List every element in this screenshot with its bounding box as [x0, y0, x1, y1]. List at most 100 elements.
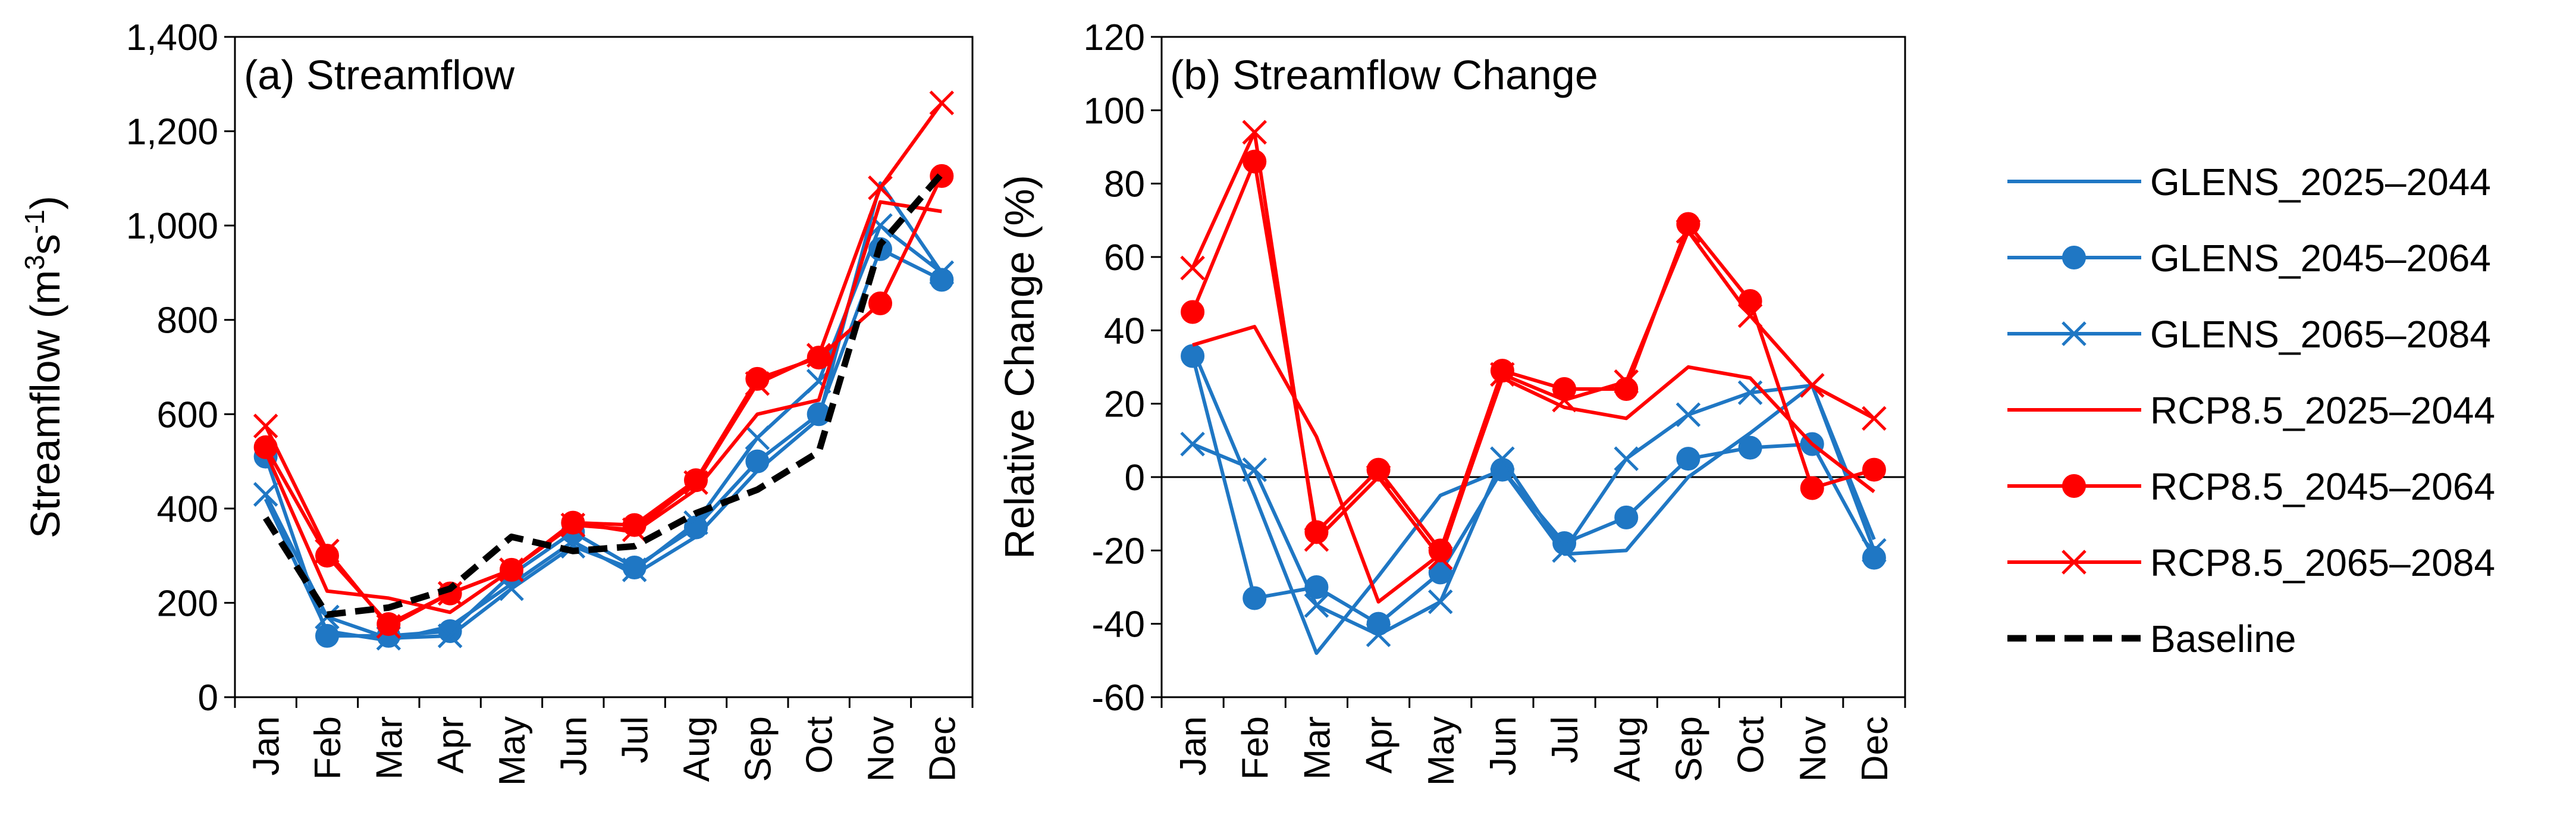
series-line — [263, 102, 943, 629]
series-line — [263, 171, 945, 618]
data-point — [1676, 447, 1700, 471]
data-point — [1676, 219, 1701, 244]
x-tick-label: Jun — [1483, 716, 1524, 776]
data-point — [253, 413, 278, 438]
data-point — [1490, 362, 1515, 387]
y-tick-label: 200 — [157, 583, 218, 624]
x-tick-label: Sep — [1668, 716, 1709, 782]
data-point — [560, 512, 586, 538]
y-tick-label: -40 — [1091, 604, 1145, 645]
y-tick-label: 60 — [1104, 237, 1145, 278]
series-glens_2025 — [1191, 347, 1876, 655]
data-point — [1800, 476, 1824, 500]
data-point — [622, 555, 647, 579]
x-tick-label: Mar — [369, 716, 410, 780]
y-tick-label: 0 — [198, 678, 218, 719]
data-point — [1242, 457, 1267, 482]
legend-label: GLENS_2025–2044 — [2150, 161, 2491, 203]
data-point — [868, 213, 893, 238]
x-tick-label: Jul — [615, 716, 656, 763]
legend-entry-glens_2045: GLENS_2045–2064 — [2007, 237, 2491, 280]
data-point — [1242, 586, 1267, 610]
data-point — [560, 534, 586, 559]
data-point — [437, 623, 463, 648]
y-axis-title: Relative Change (%) — [996, 175, 1043, 559]
legend-label: GLENS_2045–2064 — [2150, 237, 2491, 280]
streamflow-chart: 0 200 400 600 800 1,000 1,200 1,400 Jan Feb Mar Ap… — [19, 17, 974, 786]
data-point — [1181, 300, 1205, 324]
data-point — [1242, 120, 1267, 145]
data-point — [929, 90, 955, 115]
data-point — [1490, 446, 1515, 471]
y-tick-label: 400 — [157, 489, 218, 530]
data-point — [683, 510, 708, 535]
data-point — [437, 581, 463, 606]
data-point — [1180, 255, 1205, 281]
x-tick-label: Apr — [1359, 716, 1400, 773]
data-point — [622, 557, 647, 582]
series-line — [1191, 347, 1876, 655]
data-point — [622, 517, 647, 543]
x-tick-label: Dec — [1855, 716, 1896, 782]
data-point — [1427, 545, 1453, 570]
y-tick-label: 80 — [1104, 164, 1145, 205]
data-point — [1180, 431, 1205, 457]
legend-marker — [2062, 321, 2086, 346]
data-point — [868, 175, 893, 200]
data-point — [1614, 505, 1639, 529]
data-point — [1862, 457, 1886, 482]
data-point — [1366, 622, 1391, 647]
x-tick-label: May — [1421, 716, 1462, 786]
y-tick-label: 1,000 — [126, 206, 218, 247]
legend-label: RCP8.5_2065–2084 — [2150, 541, 2495, 584]
x-tick-label: Feb — [308, 716, 349, 780]
data-point — [1738, 435, 1762, 460]
data-point — [745, 371, 770, 396]
x-tick-label: Apr — [431, 716, 472, 773]
x-tick-label: Aug — [676, 716, 717, 782]
x-tick-label: Nov — [861, 716, 902, 782]
legend-label: RCP8.5_2025–2044 — [2150, 389, 2495, 432]
x-tick-label: Feb — [1235, 716, 1276, 780]
legend-entry-rcp_2025: RCP8.5_2025–2044 — [2007, 389, 2495, 432]
data-point — [929, 260, 955, 286]
x-tick-label: Oct — [1731, 716, 1772, 773]
streamflow-change-chart: -60 -40 -20 0 20 40 60 80 100 120 Jan Feb Mar Apr May… — [996, 17, 1906, 786]
y-tick-label: 100 — [1084, 90, 1145, 131]
y-tick-label: 120 — [1084, 17, 1145, 58]
panel-title: (a) Streamflow — [244, 52, 515, 98]
x-tick-label: Aug — [1607, 716, 1648, 782]
data-point — [315, 538, 340, 563]
series-rcp_2045 — [1181, 149, 1886, 563]
y-tick-label: -60 — [1091, 678, 1145, 719]
series-rcp_2025 — [1192, 325, 1875, 604]
x-tick-label: Jun — [553, 716, 594, 776]
data-point — [807, 346, 831, 370]
data-point — [1614, 446, 1639, 471]
data-point — [1366, 457, 1391, 482]
data-point — [1799, 373, 1825, 398]
data-point — [868, 291, 892, 315]
panel-title: (b) Streamflow Change — [1170, 52, 1598, 98]
y-tick-label: 800 — [157, 300, 218, 341]
x-tick-label: May — [492, 716, 533, 786]
data-point — [1181, 344, 1205, 368]
data-point — [1862, 406, 1887, 431]
legend-label: Baseline — [2150, 617, 2296, 660]
y-tick-label: 40 — [1104, 311, 1145, 352]
y-tick-label: 1,200 — [126, 112, 218, 153]
legend-entry-glens_2025: GLENS_2025–2044 — [2007, 161, 2491, 203]
x-tick-label: Nov — [1793, 716, 1834, 782]
legend-marker — [2062, 550, 2086, 575]
data-point — [1552, 538, 1577, 563]
data-point — [1862, 538, 1887, 563]
data-point — [1614, 369, 1639, 394]
legend-entry-glens_2065: GLENS_2065–2084 — [2007, 313, 2491, 356]
data-point — [499, 576, 524, 601]
y-axis-title: Streamflow (m3s-1) — [19, 196, 68, 538]
data-point — [1427, 589, 1453, 614]
y-tick-label: 600 — [157, 394, 218, 435]
data-point — [1676, 402, 1701, 427]
legend-label: GLENS_2065–2084 — [2150, 313, 2491, 356]
